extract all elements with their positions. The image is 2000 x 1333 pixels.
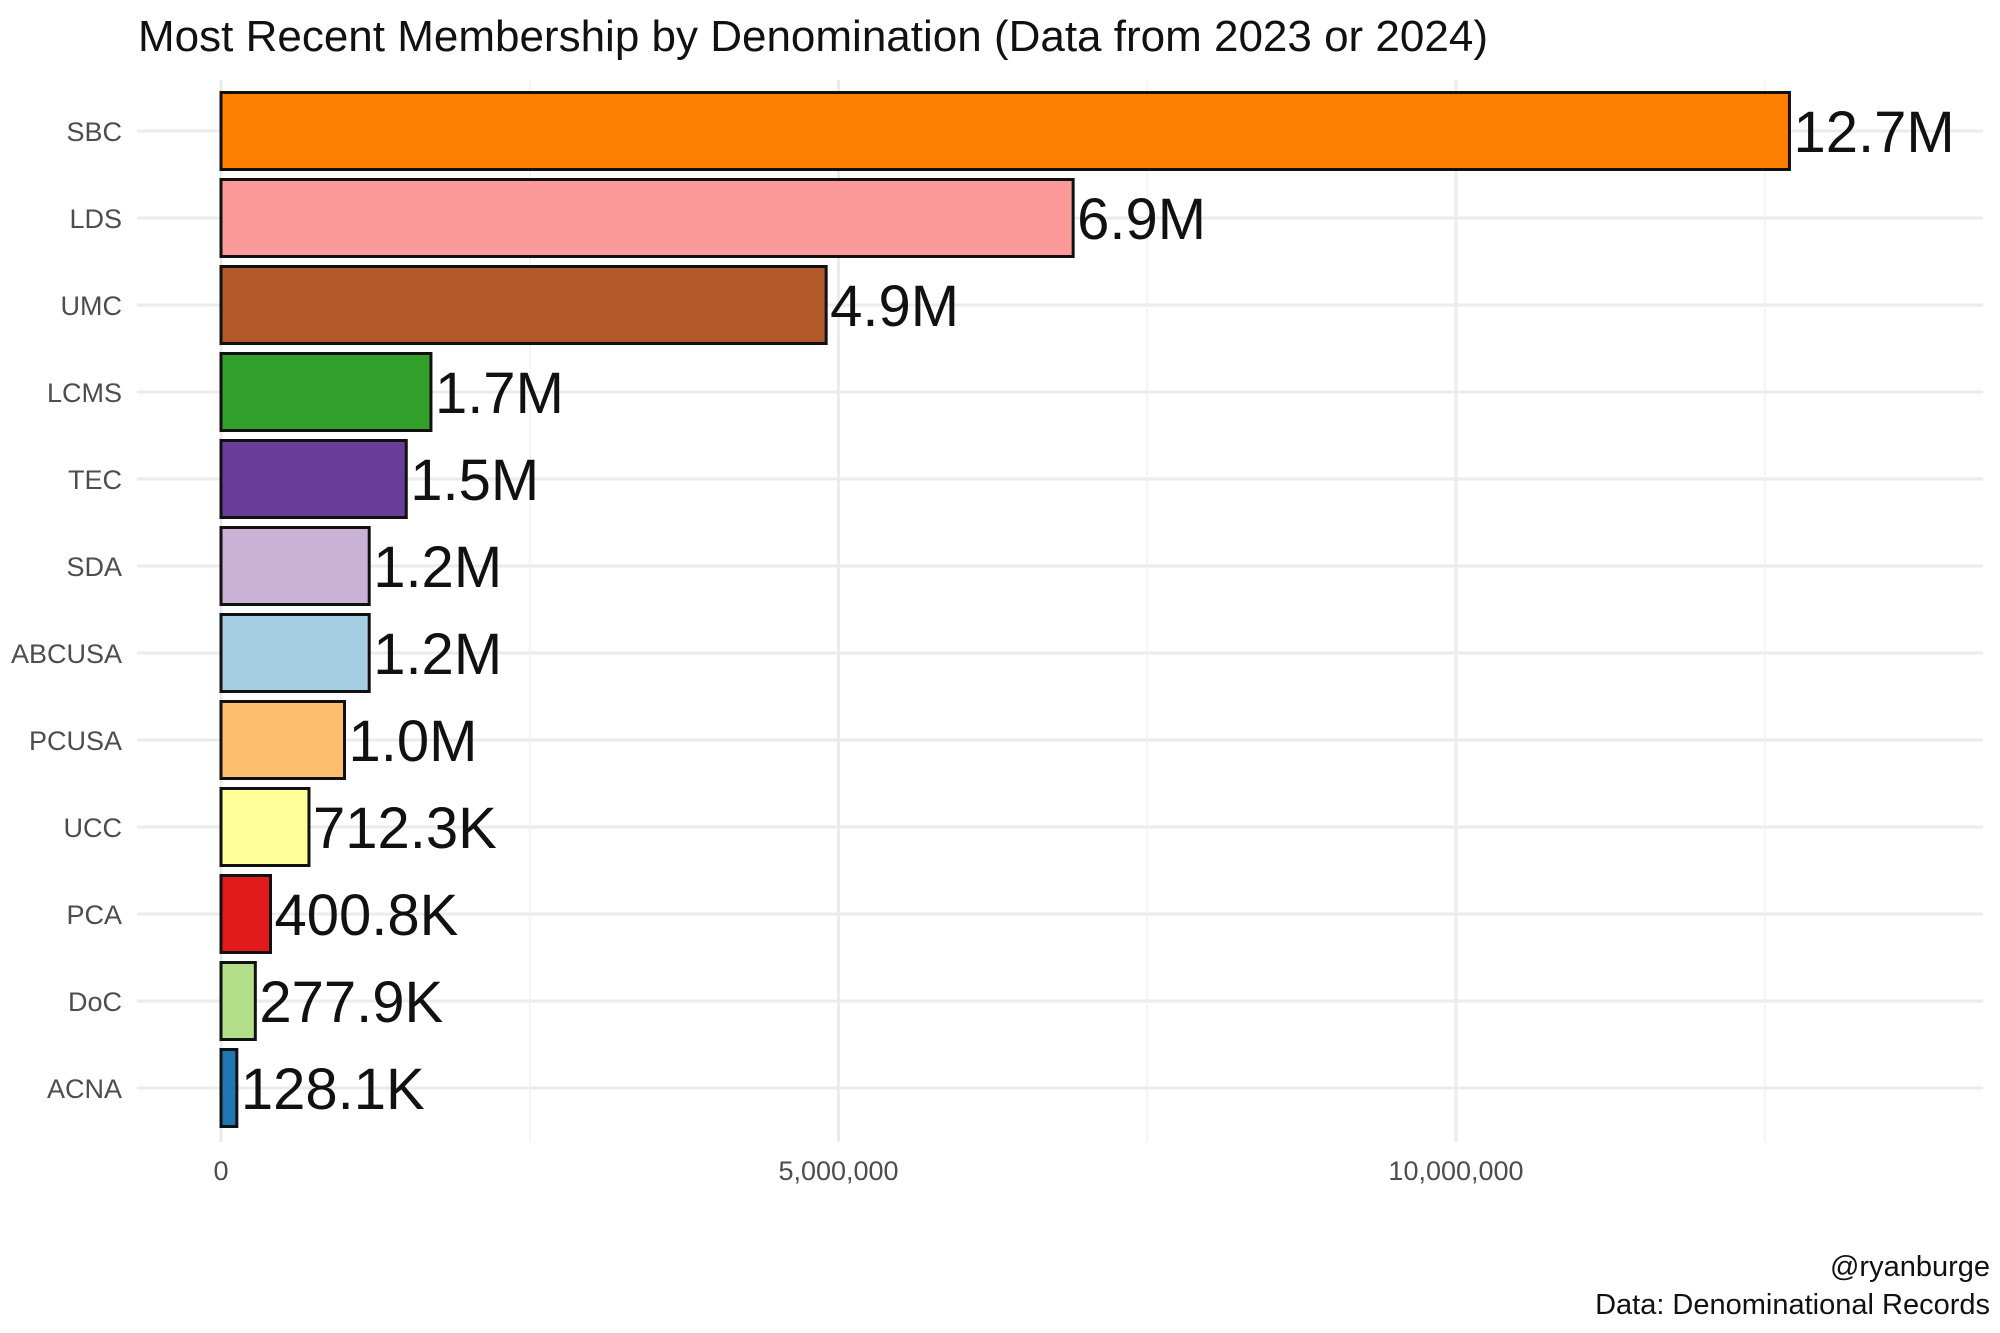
x-tick-label: 5,000,000	[778, 1156, 898, 1186]
bar-lds	[219, 178, 1075, 258]
category-label-umc: UMC	[61, 291, 123, 321]
bar-lcms	[219, 352, 433, 432]
category-label-ucc: UCC	[64, 813, 123, 843]
chart-title: Most Recent Membership by Denomination (…	[138, 12, 1488, 61]
data-label-ucc: 712.3K	[313, 796, 497, 861]
bar-acna	[219, 1048, 239, 1128]
gridlines	[137, 80, 1983, 1142]
value-axis: 0 5,000,000 10,000,000	[213, 1156, 1523, 1186]
caption-line: @ryanburge	[1830, 1251, 1990, 1283]
data-labels: 12.7M 6.9M 4.9M 1.7M 1.5M 1.2M 1.2M 1.0M 712.3K 4…	[241, 100, 1955, 1122]
data-label-abcusa: 1.2M	[373, 622, 502, 687]
category-label-sbc: SBC	[66, 117, 122, 147]
category-label-lds: LDS	[69, 204, 122, 234]
bar-doc	[219, 961, 257, 1041]
category-label-pca: PCA	[66, 900, 122, 930]
data-label-lcms: 1.7M	[435, 361, 564, 426]
category-label-doc: DoC	[68, 987, 122, 1017]
data-label-pca: 400.8K	[274, 883, 458, 948]
bar-ucc	[219, 787, 311, 867]
bar-tec	[219, 439, 408, 519]
data-label-tec: 1.5M	[410, 448, 539, 513]
bar-pcusa	[219, 700, 346, 780]
caption: @ryanburge Data: Denominational Records	[1595, 1251, 1990, 1321]
category-label-acna: ACNA	[47, 1074, 122, 1104]
data-label-umc: 4.9M	[830, 274, 959, 339]
category-label-sda: SDA	[66, 552, 122, 582]
data-label-sbc: 12.7M	[1793, 100, 1954, 165]
data-label-sda: 1.2M	[373, 535, 502, 600]
bar-pca	[219, 874, 272, 954]
data-label-lds: 6.9M	[1077, 187, 1206, 252]
x-tick-label: 0	[213, 1156, 228, 1186]
data-label-doc: 277.9K	[259, 970, 443, 1035]
category-label-pcusa: PCUSA	[29, 726, 122, 756]
bar-abcusa	[219, 613, 371, 693]
category-label-tec: TEC	[68, 465, 122, 495]
bar-sda	[219, 526, 371, 606]
data-label-acna: 128.1K	[241, 1057, 425, 1122]
caption-line: Data: Denominational Records	[1595, 1289, 1990, 1321]
category-label-abcusa: ABCUSA	[11, 639, 122, 669]
data-label-pcusa: 1.0M	[349, 709, 478, 774]
category-axis: SBC LDS UMC LCMS TEC SDA ABCUSA PCUSA UCC PCA DoC A…	[11, 117, 122, 1104]
bar-umc	[219, 265, 828, 345]
category-label-lcms: LCMS	[47, 378, 122, 408]
bars	[219, 91, 1791, 1128]
x-tick-label: 10,000,000	[1388, 1156, 1523, 1186]
bar-sbc	[219, 91, 1791, 171]
